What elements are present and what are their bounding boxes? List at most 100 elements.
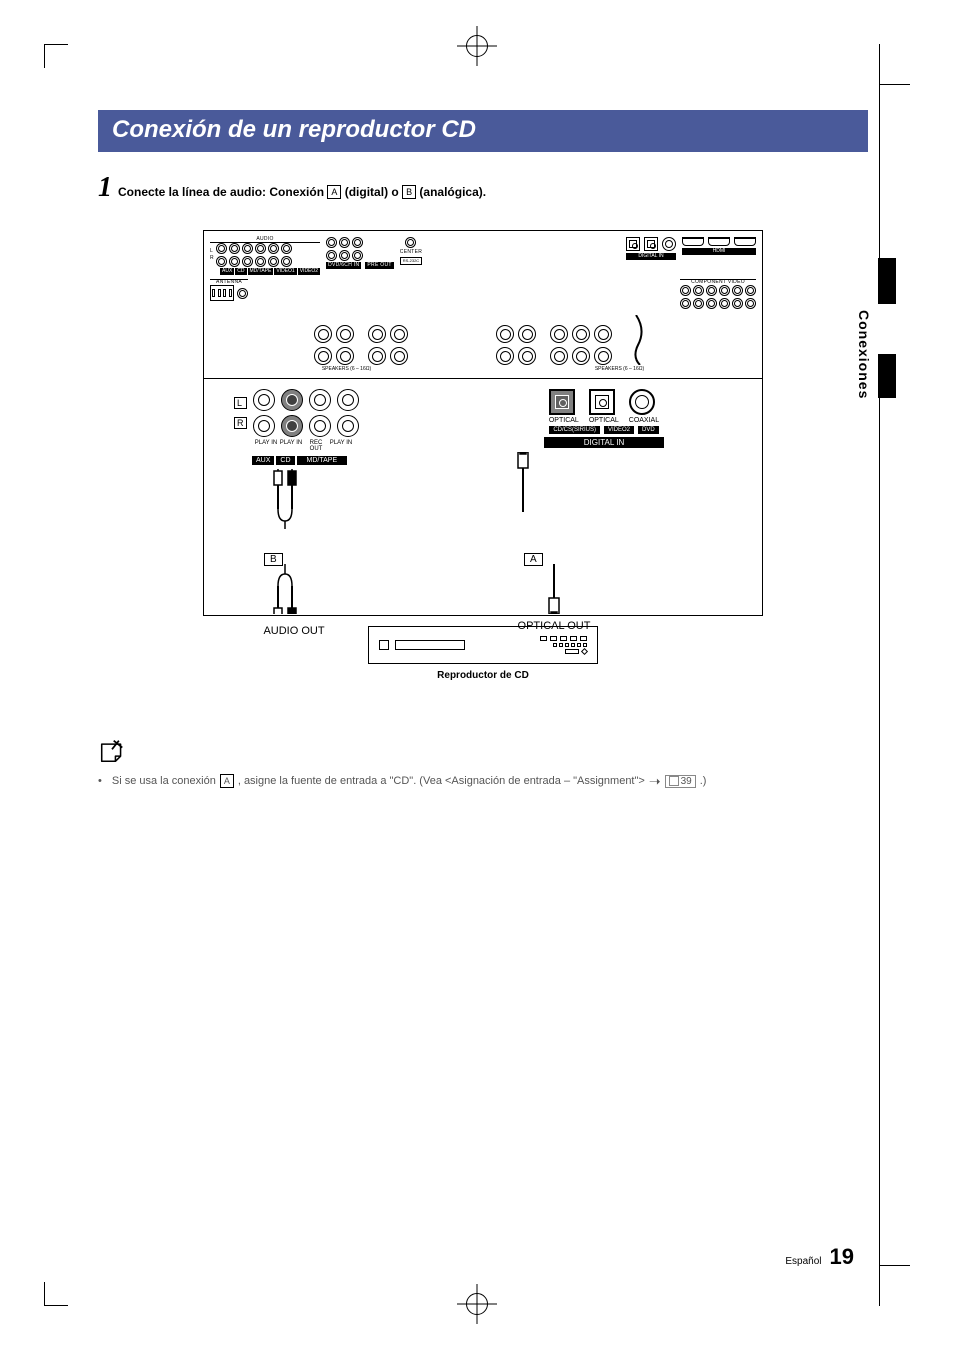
rca-jack [255,256,266,267]
optical-label: OPTICAL [589,417,619,424]
step-text-part1: Conecte la línea de audio: Conexión [118,185,327,199]
bullet [98,775,108,787]
digital-in-label: DIGITAL IN [544,437,664,448]
rca-jack [216,243,227,254]
hdmi-label: HDMI [682,248,756,255]
optical-jack [626,237,640,251]
coaxial-dvd-jack [629,389,655,415]
zoom-sub-label: DVD [638,426,659,434]
rca-jack [352,237,363,248]
crop-mark-tr [880,84,910,85]
analog-out-block: AUDIO OUT [234,564,354,637]
audio-out-label: AUDIO OUT [234,625,354,637]
page-title: Conexión de un reproductor CD [98,110,868,152]
cd-player-device [368,626,598,664]
zoom-mdtape-label: MD/TAPE [297,456,348,465]
zoom-sub-label: VIDEO2 [604,426,634,434]
note-key-a: A [220,774,234,788]
crop-mark-right-edge [879,44,880,1306]
footer-page-number: 19 [830,1244,854,1270]
note-text: Si se usa la conexión A , asigne la fuen… [98,774,868,788]
hdmi-port [708,237,730,246]
preout-label: PRE OUT [365,262,393,269]
note-icon [98,739,126,763]
speaker-terminal [314,325,332,343]
rca-jack [339,250,350,261]
rca-jack [309,389,331,411]
rca-jack [268,256,279,267]
note-part2: , asigne la fuente de entrada a "CD". (V… [238,775,645,787]
rca-jack [732,285,743,296]
zoom-col-label: REC OUT [304,440,328,452]
crop-mark-br [880,1265,910,1266]
rca-jack [706,298,717,309]
speaker-terminal [594,347,612,365]
speaker-terminal [572,347,590,365]
zoom-col-label: PLAY IN [279,440,303,452]
rca-jack [326,237,337,248]
optical-video2-jack [589,389,615,415]
aux-label: AUX [220,268,234,275]
rca-jack [719,298,730,309]
audio-section: AUDIO L R AUX CD MD/T [210,237,320,275]
cd-in-l-jack [281,389,303,411]
optical-jack [644,237,658,251]
center-remote: CENTER RS-232C [400,237,422,265]
rca-jack [745,298,756,309]
component-video-section: COMPONENT VIDEO [680,279,756,309]
rca-jack [405,237,416,248]
rca-jack [745,285,756,296]
channel-r: R [210,256,214,261]
zoom-sub-label: CD/CS(SIRIUS) [549,426,600,434]
multich-section: DVD/6CH IN PRE OUT [326,237,394,269]
video1-label: VIDEO1 [274,268,296,275]
rca-jack [229,243,240,254]
page-reference: 39 [665,775,696,788]
antenna-section: ANTENNA [210,279,248,301]
rca-jack [216,256,227,267]
crop-mark-tl [44,44,68,68]
crop-mark-bl [44,1282,68,1306]
speaker-terminal [594,325,612,343]
optical-cd-jack [549,389,575,415]
rca-cable-icon [264,469,324,529]
speaker-terminals [210,315,756,365]
speaker-terminal [336,325,354,343]
rca-jack [281,256,292,267]
footer-language: Español [785,1256,821,1267]
component-label: COMPONENT VIDEO [680,279,756,285]
step-text: Conecte la línea de audio: Conexión A (d… [118,185,486,199]
rca-jack [732,298,743,309]
note-section: Si se usa la conexión A , asigne la fuen… [98,739,868,788]
hdmi-port [734,237,756,246]
zoom-r-label: R [234,417,247,429]
dvd6ch-label: DVD/6CH IN [326,262,361,269]
hdmi-section: HDMI [682,237,756,255]
rca-jack [337,415,359,437]
fm-jack [237,288,248,299]
video2-label: VIDEO2 [298,268,320,275]
rca-jack [253,415,275,437]
speaker-terminal [550,325,568,343]
speaker-terminal [518,325,536,343]
receiver-rear-panel: AUDIO L R AUX CD MD/T [203,230,763,379]
rs232c-label: RS-232C [400,257,422,265]
power-cord-icon [626,315,652,365]
step-1: 1 Conecte la línea de audio: Conexión A … [98,174,868,202]
digital-out-block: OPTICAL OUT [494,564,614,632]
speaker-terminal [368,325,386,343]
speaker-terminal [496,325,514,343]
spk-label: SPEAKERS (6 – 16Ω) [322,367,371,372]
rca-jack [680,298,691,309]
cd-tray [395,640,465,650]
digital-in-label: DIGITAL IN [626,253,676,260]
rca-jack [352,250,363,261]
rca-jack [242,256,253,267]
step-text-part3: (analógica). [419,185,486,199]
zoom-l-label: L [234,397,247,409]
zoom-analog-section: L R PLAY IN P [234,389,434,529]
page-footer: Español 19 [785,1244,854,1270]
rca-jack [309,415,331,437]
rca-jack [281,243,292,254]
speaker-terminal [336,347,354,365]
